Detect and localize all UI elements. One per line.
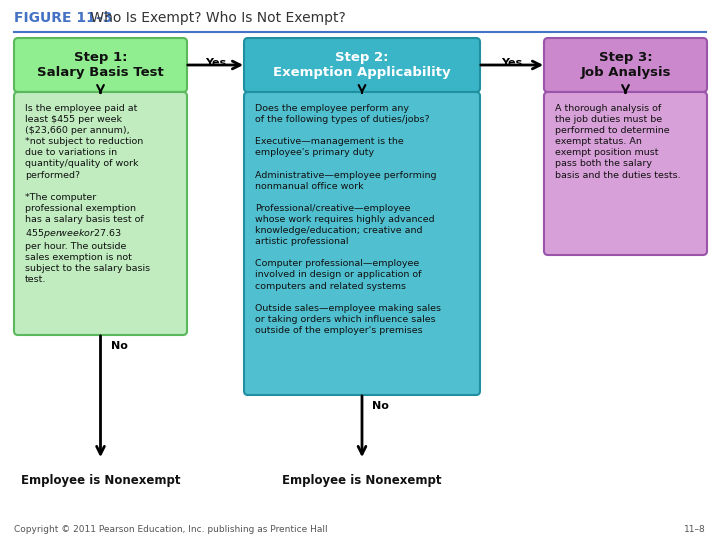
Text: No: No xyxy=(110,341,127,351)
FancyBboxPatch shape xyxy=(544,92,707,255)
Text: 11–8: 11–8 xyxy=(684,525,706,535)
Text: Step 1:
Salary Basis Test: Step 1: Salary Basis Test xyxy=(37,51,164,79)
Text: Step 3:
Job Analysis: Step 3: Job Analysis xyxy=(580,51,671,79)
Text: Step 2:
Exemption Applicability: Step 2: Exemption Applicability xyxy=(273,51,451,79)
Text: Employee is Nonexempt: Employee is Nonexempt xyxy=(282,474,442,487)
Text: Employee is Nonexempt: Employee is Nonexempt xyxy=(21,474,180,487)
Text: A thorough analysis of
the job duties must be
performed to determine
exempt stat: A thorough analysis of the job duties mu… xyxy=(555,104,680,180)
Text: Copyright © 2011 Pearson Education, Inc. publishing as Prentice Hall: Copyright © 2011 Pearson Education, Inc.… xyxy=(14,525,328,535)
Text: Is the employee paid at
least $455 per week
($23,660 per annum),
*not subject to: Is the employee paid at least $455 per w… xyxy=(25,104,150,284)
Text: No: No xyxy=(372,401,389,411)
Text: Yes: Yes xyxy=(205,58,226,68)
FancyBboxPatch shape xyxy=(14,92,187,335)
FancyBboxPatch shape xyxy=(544,38,707,92)
Text: Who Is Exempt? Who Is Not Exempt?: Who Is Exempt? Who Is Not Exempt? xyxy=(86,11,346,25)
Text: Does the employee perform any
of the following types of duties/jobs?

Executive—: Does the employee perform any of the fol… xyxy=(255,104,441,335)
FancyBboxPatch shape xyxy=(244,92,480,395)
FancyBboxPatch shape xyxy=(14,38,187,92)
Text: FIGURE 11–3: FIGURE 11–3 xyxy=(14,11,112,25)
FancyBboxPatch shape xyxy=(244,38,480,92)
Text: Yes: Yes xyxy=(501,58,523,68)
